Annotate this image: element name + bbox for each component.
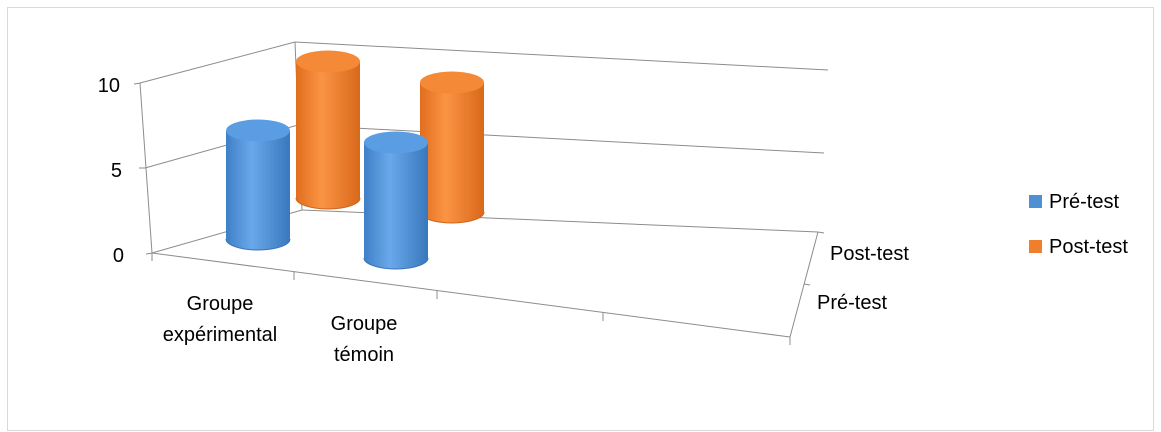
bar-base-edge xyxy=(363,257,429,270)
category-label-1-line1: Groupe xyxy=(187,293,254,315)
y-tick-label-0: 0 xyxy=(113,245,124,267)
bar-top xyxy=(226,119,290,142)
tick-y-10 xyxy=(133,82,142,85)
legend-label-pre: Pré-test xyxy=(1049,191,1119,213)
bar-base-edge xyxy=(225,238,291,251)
bar-top xyxy=(296,50,360,73)
bar-pre-test-2 xyxy=(363,131,429,270)
tick-depth-2 xyxy=(817,231,825,234)
y-tick-label-5: 5 xyxy=(111,160,122,182)
gridline-10-back xyxy=(294,41,829,71)
legend: Pré-test Post-test xyxy=(1029,191,1128,258)
bar-body xyxy=(226,130,290,250)
bar-body xyxy=(364,142,428,269)
legend-swatch-post xyxy=(1029,240,1042,253)
depth-labels: Post-test Pré-test xyxy=(817,243,909,314)
category-label-2-line2: témoin xyxy=(334,344,394,366)
bar-pre-test-1 xyxy=(225,119,291,251)
bar-post-test-1 xyxy=(295,50,361,210)
tick-depth-1 xyxy=(803,283,811,286)
bar-body xyxy=(296,61,360,209)
category-label-1-line2: expérimental xyxy=(163,324,278,346)
depth-label-post: Post-test xyxy=(830,243,909,265)
category-label-2-line1: Groupe xyxy=(331,313,398,335)
depth-label-pre: Pré-test xyxy=(817,292,887,314)
bar-top xyxy=(364,131,428,154)
y-tick-label-10: 10 xyxy=(98,75,120,97)
bar-top xyxy=(420,71,484,94)
legend-swatch-pre xyxy=(1029,195,1042,208)
bar-body xyxy=(420,82,484,223)
gridline-10 xyxy=(139,41,296,84)
y-tick-labels: 0 5 10 xyxy=(98,75,124,267)
gridline-5-back xyxy=(297,124,825,154)
bars xyxy=(225,50,485,270)
x-axis-front xyxy=(151,252,791,338)
bar-base-edge xyxy=(295,197,361,210)
category-labels: Groupe expérimental Groupe témoin xyxy=(163,293,398,366)
chart-frame xyxy=(7,7,1154,431)
legend-label-post: Post-test xyxy=(1049,236,1128,258)
bar-post-test-2 xyxy=(419,71,485,224)
